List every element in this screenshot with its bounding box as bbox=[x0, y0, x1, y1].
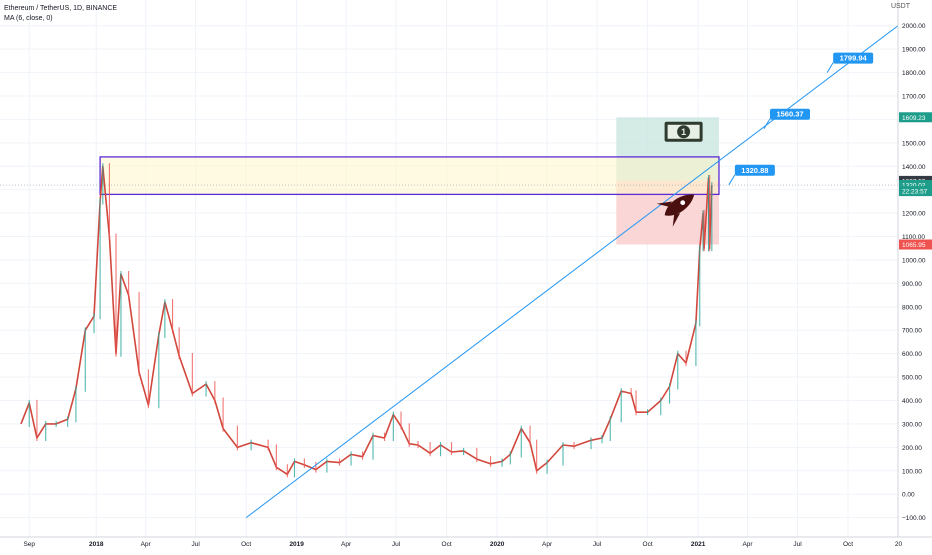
callout-label: 1799.94 bbox=[840, 54, 868, 63]
callout-pointer bbox=[763, 118, 771, 129]
x-tick-label: Apr bbox=[742, 541, 753, 548]
time-axis[interactable]: Sep 2018 Apr Jul Oct 2019 Apr Jul Oct 2020 Apr Jul O… bbox=[0, 536, 932, 550]
y-tick-label: 1200.00 bbox=[902, 211, 926, 218]
symbol-title[interactable]: Ethereum / TetherUS, 1D, BINANCE bbox=[4, 5, 118, 12]
money-icon-glyph: 1 bbox=[681, 127, 686, 137]
x-tick-label: 20 bbox=[895, 541, 903, 548]
price-badge-label: 1065.95 bbox=[902, 242, 926, 249]
y-tick-label: 1400.00 bbox=[902, 164, 926, 171]
y-tick-label: 1500.00 bbox=[902, 140, 926, 147]
indicator-label[interactable]: MA (6, close, 0) bbox=[4, 15, 53, 22]
x-tick-label: Jul bbox=[793, 541, 802, 548]
drawing-layer bbox=[0, 117, 898, 245]
price-badge-label: 22:23:57 bbox=[902, 189, 928, 196]
y-tick-label: 600.00 bbox=[902, 351, 922, 358]
y-tick-label: 1800.00 bbox=[902, 70, 926, 77]
price-badge[interactable] bbox=[899, 180, 932, 191]
y-tick-label: 800.00 bbox=[902, 304, 922, 311]
trendline-layer[interactable]: 1320.88 1560.37 1799.94 bbox=[245, 25, 899, 519]
x-tick-label: Oct bbox=[643, 541, 653, 548]
y-tick-label: 1900.00 bbox=[902, 47, 926, 54]
price-badge[interactable] bbox=[899, 186, 932, 197]
price-axis-bg bbox=[898, 0, 932, 550]
x-tick-label: Oct bbox=[442, 541, 452, 548]
callout-label: 1320.88 bbox=[741, 166, 768, 175]
y-tick-label: 900.00 bbox=[902, 281, 922, 288]
price-badge-label: 1609.23 bbox=[902, 115, 926, 122]
y-tick-label: 1700.00 bbox=[902, 94, 926, 101]
callout-box[interactable] bbox=[734, 164, 775, 176]
x-tick-label: 2020 bbox=[490, 541, 505, 548]
y-tick-label: 500.00 bbox=[902, 375, 922, 382]
grid bbox=[0, 0, 900, 537]
x-tick-label: Sep bbox=[23, 541, 35, 548]
time-axis-bg bbox=[0, 537, 932, 550]
price-series bbox=[20, 163, 713, 478]
price-badge[interactable] bbox=[899, 239, 932, 250]
money-icon: 1 bbox=[664, 121, 703, 142]
callout-box[interactable] bbox=[770, 108, 811, 120]
callout-box[interactable] bbox=[833, 52, 874, 64]
callout-label: 1560.37 bbox=[776, 110, 803, 119]
x-tick-label: Apr bbox=[341, 541, 352, 548]
resistance-zone[interactable] bbox=[99, 156, 720, 196]
currency-label[interactable]: USDT bbox=[890, 3, 910, 10]
x-tick-label: Oct bbox=[241, 541, 251, 548]
y-tick-label: 2000.00 bbox=[902, 23, 926, 30]
y-tick-label: 1000.00 bbox=[902, 257, 926, 264]
chart-legend: Ethereum / TetherUS, 1D, BINANCE MA (6, … bbox=[4, 4, 117, 24]
x-tick-label: Jul bbox=[191, 541, 200, 548]
y-tick-label: 300.00 bbox=[902, 421, 922, 428]
x-tick-label: Oct bbox=[843, 541, 853, 548]
y-tick-label: 100.00 bbox=[902, 468, 922, 475]
x-tick-label: Jul bbox=[593, 541, 602, 548]
y-tick-label: 700.00 bbox=[902, 328, 922, 335]
x-tick-label: Apr bbox=[141, 541, 152, 548]
y-tick-label: 400.00 bbox=[902, 398, 922, 405]
x-tick-label: 2021 bbox=[691, 541, 706, 548]
y-tick-label: 1100.00 bbox=[902, 234, 925, 241]
price-badge-label: 1320.02 bbox=[902, 183, 926, 190]
x-tick-label: Jul bbox=[392, 541, 401, 548]
y-tick-label: 200.00 bbox=[902, 445, 922, 452]
price-line bbox=[20, 165, 713, 476]
callout-pointer bbox=[826, 62, 834, 73]
price-badge[interactable] bbox=[899, 112, 932, 123]
price-axis[interactable]: −100.00 0.00 100.00 200.00 300.00 400.00 500.0… bbox=[897, 0, 932, 550]
x-tick-label: 2019 bbox=[289, 541, 304, 548]
y-tick-label: −100.00 bbox=[902, 515, 926, 522]
trendline[interactable] bbox=[245, 25, 899, 519]
y-tick-label: 0.00 bbox=[902, 492, 915, 499]
x-tick-label: Apr bbox=[542, 541, 553, 548]
x-tick-label: 2018 bbox=[89, 541, 104, 548]
callout-pointer bbox=[728, 174, 736, 186]
